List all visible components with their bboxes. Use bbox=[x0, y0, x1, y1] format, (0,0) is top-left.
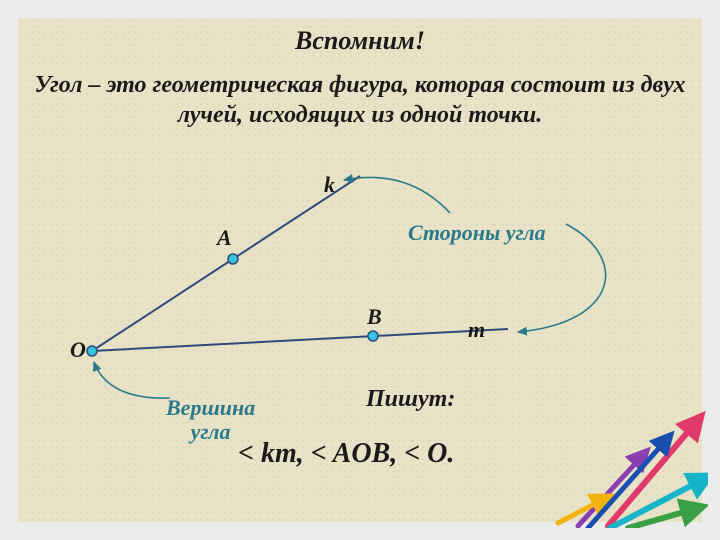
content-panel: Вспомним! Угол – это геометрическая фигу… bbox=[18, 18, 702, 522]
notation-text: < km, < AOB, < O. bbox=[238, 438, 454, 470]
ray-m bbox=[92, 329, 508, 351]
point-A bbox=[228, 254, 238, 264]
point-B bbox=[368, 331, 378, 341]
arrow-vertex-to-O bbox=[94, 362, 170, 398]
sides-annotation: Стороны угла bbox=[408, 220, 546, 246]
label-k: k bbox=[324, 172, 335, 198]
slide-background: Вспомним! Угол – это геометрическая фигу… bbox=[0, 0, 720, 540]
arrow-sides-to-k bbox=[344, 177, 450, 213]
label-m: m bbox=[468, 317, 485, 343]
label-B: В bbox=[367, 304, 382, 330]
label-A: А bbox=[217, 225, 232, 251]
point-O bbox=[87, 346, 97, 356]
pishut-label: Пишут: bbox=[366, 386, 455, 413]
ray-k bbox=[92, 176, 360, 351]
label-O: О bbox=[70, 337, 86, 363]
